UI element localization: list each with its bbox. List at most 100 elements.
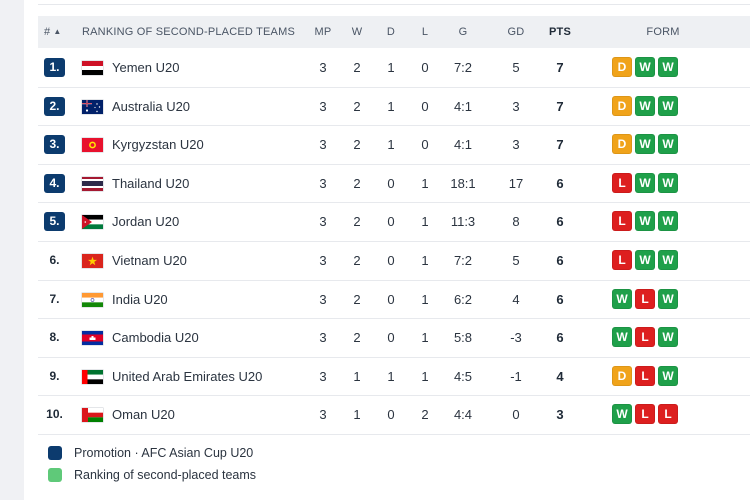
d-header[interactable]: D [386, 26, 396, 38]
legend-item: Promotion · AFC Asian Cup U20 [48, 444, 256, 466]
table-row[interactable]: 6. Vietnam U20 3 2 0 1 7:2 5 6 L W W [38, 242, 750, 281]
team-name-link[interactable]: Kyrgyzstan U20 [112, 137, 204, 153]
team-name-link[interactable]: Cambodia U20 [112, 330, 199, 346]
rank-badge: 8. [49, 330, 60, 345]
legend-label: Promotion · AFC Asian Cup U20 [74, 446, 254, 460]
d-cell: 0 [387, 291, 395, 307]
form-result-badge[interactable]: L [635, 327, 655, 348]
gd-cell: -3 [510, 330, 522, 346]
form-result-badge[interactable]: L [635, 288, 655, 309]
table-row[interactable]: 1. Yemen U20 3 2 1 0 7:2 5 7 D W W [38, 49, 750, 88]
form-result-badge[interactable]: W [635, 134, 655, 155]
form-result-badge[interactable]: D [612, 95, 632, 116]
form-result-badge[interactable]: W [658, 211, 678, 232]
table-row[interactable]: 5. Jordan U20 3 2 0 1 11:3 8 6 L W W [38, 203, 750, 242]
team-name-link[interactable]: United Arab Emirates U20 [112, 368, 263, 384]
mp-cell: 3 [319, 214, 327, 230]
gd-header[interactable]: GD [507, 26, 525, 38]
d-cell: 0 [387, 252, 395, 268]
form-result-badge[interactable]: L [658, 404, 678, 425]
form-header: FORM [646, 26, 680, 38]
table-row[interactable]: 3. Kyrgyzstan U20 3 2 1 0 4:1 3 7 D W W [38, 126, 750, 165]
jordan-flag-icon [82, 215, 103, 230]
form-result-badge[interactable]: L [612, 172, 632, 193]
pts-header[interactable]: PTS [549, 26, 571, 38]
pts-cell: 7 [556, 60, 564, 75]
team-name-link[interactable]: Vietnam U20 [112, 252, 187, 268]
team-name-link[interactable]: Jordan U20 [112, 214, 180, 230]
gd-cell: 5 [512, 60, 520, 75]
l-header[interactable]: L [421, 26, 429, 38]
form-result-badge[interactable]: W [658, 365, 678, 386]
form-result-badge[interactable]: W [635, 57, 655, 77]
form-result-badge[interactable]: W [658, 327, 678, 348]
form-result-badge[interactable]: W [658, 57, 678, 77]
standings-card: # ▲ RANKING OF SECOND-PLACED TEAMS MP W D… [24, 0, 750, 500]
form-result-badge[interactable]: D [612, 57, 632, 77]
w-header[interactable]: W [351, 26, 363, 38]
mp-cell: 3 [319, 291, 327, 307]
pts-cell: 6 [556, 175, 564, 191]
form-result-badge[interactable]: W [658, 249, 678, 270]
team-header[interactable]: RANKING OF SECOND-PLACED TEAMS [82, 26, 295, 38]
w-cell: 2 [353, 330, 361, 346]
pts-cell: 6 [556, 252, 564, 268]
pts-cell: 3 [556, 407, 564, 423]
form-result-badge[interactable]: W [658, 172, 678, 193]
pts-cell: 7 [556, 137, 564, 153]
rank-header[interactable]: # ▲ [44, 16, 74, 48]
form-result-badge[interactable]: W [635, 95, 655, 116]
form-result-badge[interactable]: W [635, 211, 655, 232]
rank-badge: 7. [49, 291, 60, 306]
form-result-badge[interactable]: W [658, 288, 678, 309]
form-result-badge[interactable]: W [658, 134, 678, 155]
table-row[interactable]: 8. Cambodia U20 3 2 0 1 5:8 -3 6 W L W [38, 319, 750, 358]
form-result-badge[interactable]: L [612, 211, 632, 232]
g-header[interactable]: G [458, 26, 468, 38]
table-row[interactable]: 10. Oman U20 3 1 0 2 4:4 0 3 W L L [38, 396, 750, 435]
team-name-link[interactable]: India U20 [112, 291, 168, 307]
sort-up-icon[interactable]: ▲ [53, 27, 62, 36]
table-row[interactable]: 7. India U20 3 2 0 1 6:2 4 6 W L W [38, 281, 750, 320]
w-cell: 2 [353, 98, 361, 114]
form-result-badge[interactable]: D [612, 365, 632, 386]
rank-badge: 6. [49, 252, 60, 267]
form-result-badge[interactable]: W [612, 404, 632, 425]
table-row[interactable]: 9. United Arab Emirates U20 3 1 1 1 4:5 -1 4 D L W [38, 358, 750, 397]
form-result-badge[interactable]: L [635, 365, 655, 386]
form-result-badge[interactable]: W [658, 95, 678, 116]
table-row[interactable]: 2. Australia U20 3 2 1 0 4:1 3 7 D W W [38, 88, 750, 127]
mp-header[interactable]: MP [314, 26, 332, 38]
form-result-badge[interactable]: W [635, 249, 655, 270]
rank-badge: 5. [44, 212, 65, 232]
g-cell: 6:2 [453, 291, 473, 307]
team-name-link[interactable]: Yemen U20 [112, 60, 180, 75]
form-result-badge[interactable]: W [635, 172, 655, 193]
team-name-link[interactable]: Australia U20 [112, 98, 191, 114]
w-cell: 2 [353, 60, 361, 75]
g-cell: 7:2 [453, 60, 473, 75]
form-result-badge[interactable]: L [612, 249, 632, 270]
mp-cell: 3 [319, 60, 327, 75]
team-name-link[interactable]: Oman U20 [112, 407, 175, 423]
gd-cell: 17 [508, 175, 524, 191]
pts-cell: 7 [556, 98, 564, 114]
form-result-badge[interactable]: L [635, 404, 655, 425]
form-result-badge[interactable]: D [612, 134, 632, 155]
form-result-badge[interactable]: W [612, 327, 632, 348]
d-cell: 1 [387, 60, 395, 75]
g-cell: 11:3 [450, 214, 476, 230]
legend: Promotion · AFC Asian Cup U20 Ranking of … [48, 444, 256, 488]
table-row[interactable]: 4. Thailand U20 3 2 0 1 18:1 17 6 L W W [38, 165, 750, 204]
l-cell: 0 [421, 137, 429, 153]
mp-cell: 3 [319, 137, 327, 153]
form-result-badge[interactable]: W [612, 288, 632, 309]
team-name-link[interactable]: Thailand U20 [112, 175, 190, 191]
pts-cell: 6 [556, 291, 564, 307]
g-cell: 4:1 [453, 137, 473, 153]
d-cell: 0 [387, 407, 395, 423]
